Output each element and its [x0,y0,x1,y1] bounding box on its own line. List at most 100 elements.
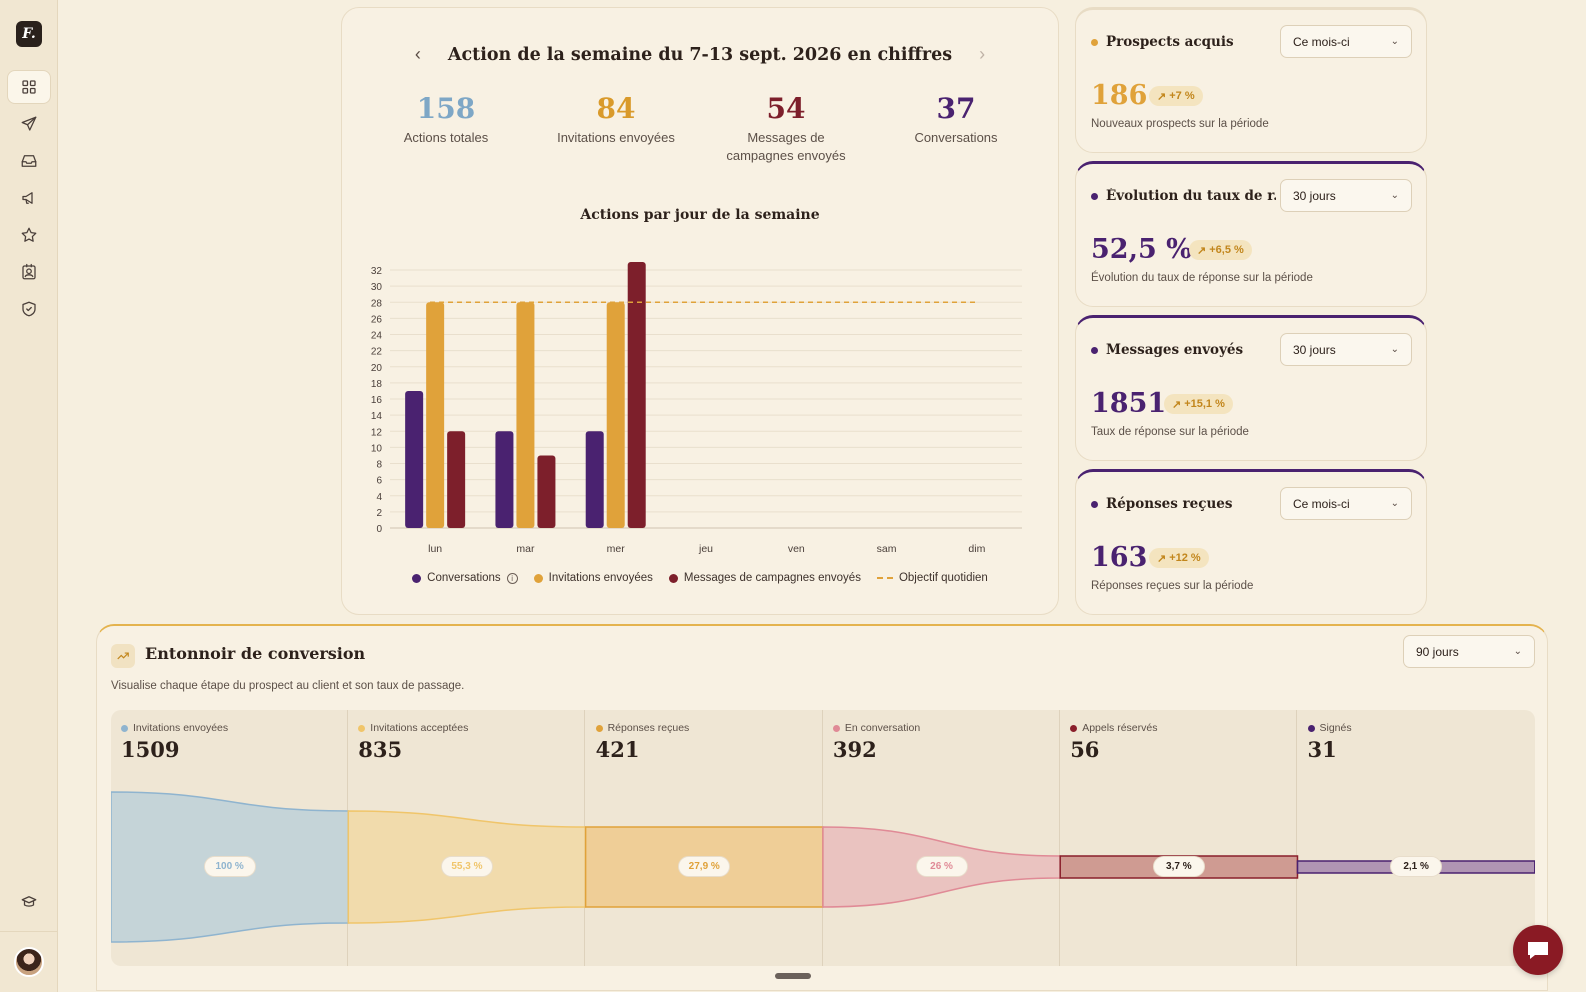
trend-up-icon [111,644,135,668]
conversion-funnel-card: Entonnoir de conversion Visualise chaque… [96,624,1548,991]
period-select[interactable]: 30 jours ⌄ [1280,179,1412,212]
legend-item-messages[interactable]: Messages de campagnes envoyés [668,572,861,584]
period-select[interactable]: Ce mois-ci ⌄ [1280,25,1412,58]
legend-label: Conversations [427,572,501,584]
nav-campaigns[interactable] [7,181,51,215]
stage-value: 31 [1307,737,1337,762]
kpi-title: Prospects acquis [1091,34,1276,50]
stage-value: 56 [1070,737,1100,762]
chevron-right-icon[interactable]: › [979,44,986,64]
funnel-title: Entonnoir de conversion [145,644,366,663]
y-tick-label: 2 [376,508,382,519]
grid-icon [22,80,36,94]
stage-label-text: En conversation [844,722,921,734]
weekly-title: Action de la semaine du 7-13 sept. 2026 … [447,44,953,65]
y-tick-label: 20 [371,363,383,374]
bar [585,431,604,528]
kpi-title: Évolution du taux de r... [1091,188,1276,204]
trend-up-icon: ↗ [1157,552,1167,565]
resize-handle[interactable] [775,973,811,979]
info-icon[interactable]: i [506,572,518,584]
stage-dot [1307,724,1315,732]
kpi-title-text: Évolution du taux de r... [1106,188,1276,204]
period-select[interactable]: 30 jours ⌄ [1280,333,1412,366]
stage-dot [832,724,840,732]
stat-value: 37 [936,92,976,125]
y-tick-label: 6 [376,476,382,487]
bar [426,302,445,528]
funnel-stage[interactable]: En conversation 392 [823,710,1060,966]
kpi-subtitle: Nouveaux prospects sur la période [1091,118,1269,130]
delta-badge: ↗ +7 % [1149,86,1203,106]
x-tick-label: mer [607,543,626,555]
funnel-subtitle: Visualise chaque étape du prospect au cl… [111,680,465,692]
nav-academy[interactable] [7,885,51,919]
legend-item-invitations[interactable]: Invitations envoyées [533,572,653,584]
period-value: 30 jours [1293,188,1336,203]
funnel-shape [111,791,1535,943]
legend-label: Objectif quotidien [898,572,988,584]
stat-value: 158 [416,92,476,125]
y-tick-label: 12 [371,427,383,438]
kpi-title-text: Prospects acquis [1106,34,1234,50]
nav-security[interactable] [7,292,51,326]
nav-dashboard[interactable] [7,70,51,104]
funnel-period-select[interactable]: 90 jours ⌄ [1403,635,1535,668]
send-icon [21,116,37,131]
avatar[interactable] [14,947,44,977]
funnel-stage[interactable]: Signés 31 [1298,710,1535,966]
kpi-value: 186 [1091,80,1148,111]
stage-label: Réponses reçues [595,722,690,734]
period-value: 90 jours [1416,644,1459,659]
nav-send[interactable] [7,107,51,141]
y-tick-label: 22 [371,347,383,358]
app-logo[interactable]: F. [16,21,42,47]
chevron-left-icon[interactable]: ‹ [414,44,421,64]
stage-label-text: Signés [1319,722,1352,734]
kpi-dot [1091,500,1098,508]
nav-contacts[interactable] [7,255,51,289]
bar [537,455,556,528]
stage-dot [595,724,603,732]
stage-label-text: Réponses reçues [607,722,690,734]
conversion-rate-pill: 2,1 % [1390,856,1443,877]
bar [516,302,535,528]
kpi-dot [1091,192,1098,200]
stat-conversations: 37 Conversations [871,92,1041,147]
stat-label: Invitations envoyées [557,130,675,145]
stage-label-text: Appels réservés [1082,722,1158,734]
kpi-card-replies: Réponses reçues Ce mois-ci ⌄ 163 ↗ +12 % R… [1075,469,1427,615]
weekly-actions-card: ‹ Action de la semaine du 7-13 sept. 202… [341,7,1059,615]
kpi-value: 1851 [1091,388,1167,419]
kpi-subtitle: Évolution du taux de réponse sur la péri… [1091,272,1313,284]
legend-item-conversations[interactable]: Conversations i [412,572,518,584]
y-tick-label: 4 [376,492,382,503]
x-tick-label: lun [428,543,442,555]
conversion-rate-pill: 3,7 % [1152,856,1205,877]
nav-favorites[interactable] [7,218,51,252]
bar [627,261,646,528]
x-tick-label: jeu [698,543,713,555]
stage-label: Appels réservés [1070,722,1157,734]
period-select[interactable]: Ce mois-ci ⌄ [1280,487,1412,520]
chat-button[interactable] [1513,925,1563,975]
chart-title: Actions par jour de la semaine [580,207,820,223]
x-tick-label: dim [968,543,985,555]
sidebar: F. [0,0,58,992]
delta-badge: ↗ +12 % [1149,548,1209,568]
x-tick-label: mar [516,543,535,555]
legend-item-objective[interactable]: Objectif quotidien [876,572,988,584]
y-tick-label: 8 [376,460,382,471]
nav-inbox[interactable] [7,144,51,178]
stage-dot [1070,724,1078,732]
conversion-rate-pill: 26 % [915,856,968,877]
kpi-subtitle: Taux de réponse sur la période [1091,426,1249,438]
bar [405,390,424,528]
kpi-title: Messages envoyés [1091,342,1276,358]
trend-up-icon: ↗ [1157,90,1167,103]
y-tick-label: 24 [371,331,383,342]
kpi-value: 163 [1091,542,1148,573]
chevron-down-icon: ⌄ [1513,646,1522,657]
stat-label: Messages de campagnes envoyés [726,130,846,163]
funnel-stage[interactable]: Appels réservés 56 [1060,710,1298,966]
